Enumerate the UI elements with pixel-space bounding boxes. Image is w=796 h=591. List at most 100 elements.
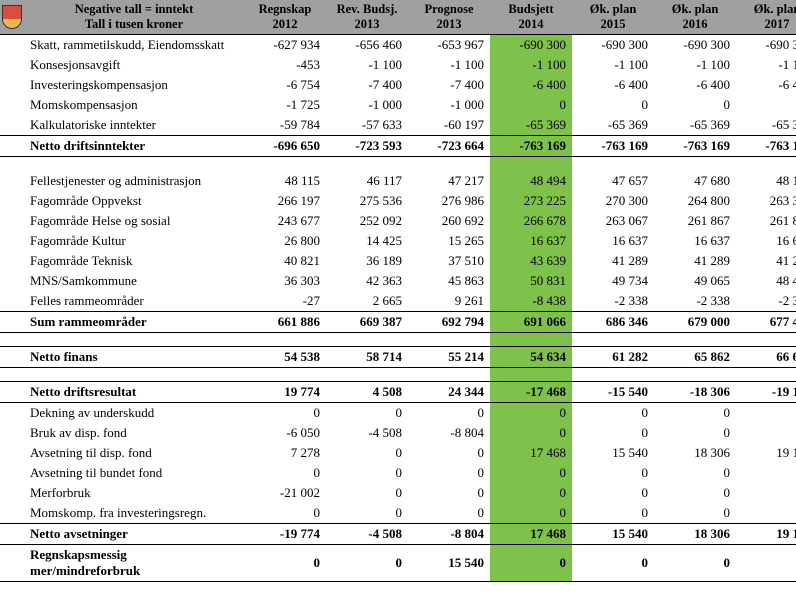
cell-value: 0: [408, 503, 490, 524]
cell-value: 17 468: [490, 443, 572, 463]
table-row: Regnskapsmessig mer/mindreforbruk0015 54…: [0, 544, 796, 581]
table-row: [0, 332, 796, 346]
table-row: Netto driftsinntekter-696 650-723 593-72…: [0, 136, 796, 157]
cell-value: 54 634: [490, 346, 572, 367]
row-label: Merforbruk: [24, 483, 244, 503]
cell-value: 0: [654, 544, 736, 581]
cell-value: -27: [244, 291, 326, 312]
cell-value: 0: [326, 443, 408, 463]
cell-value: 0: [654, 402, 736, 423]
cell-value: 0: [572, 544, 654, 581]
row-label: Investeringskompensasjon: [24, 75, 244, 95]
cell-value: 41 289: [654, 251, 736, 271]
row-label: Netto finans: [24, 346, 244, 367]
cell-value: -7 400: [326, 75, 408, 95]
cell-value: 0: [736, 463, 796, 483]
table-row: MNS/Samkommune36 30342 36345 86350 83149…: [0, 271, 796, 291]
table-row: Konsesjonsavgift-453-1 100-1 100-1 100-1…: [0, 55, 796, 75]
cell-value: -19 774: [244, 523, 326, 544]
cell-value: -6 050: [244, 423, 326, 443]
cell-value: 263 067: [572, 211, 654, 231]
cell-value: 49 734: [572, 271, 654, 291]
cell-value: 2 665: [326, 291, 408, 312]
cell-value: 0: [490, 483, 572, 503]
cell-value: 686 346: [572, 311, 654, 332]
cell-value: -6 400: [572, 75, 654, 95]
cell-value: -57 633: [326, 115, 408, 136]
header-note-1: Negative tall = inntekt: [30, 2, 238, 17]
row-label: Netto driftsresultat: [24, 381, 244, 402]
logo-cell: [0, 0, 24, 35]
cell-value: 0: [408, 483, 490, 503]
cell-value: 26 800: [244, 231, 326, 251]
cell-value: 0: [736, 544, 796, 581]
cell-value: 16 637: [572, 231, 654, 251]
cell-value: 42 363: [326, 271, 408, 291]
budget-table: Negative tall = inntekt Tall i tusen kro…: [0, 0, 796, 582]
cell-value: 661 886: [244, 311, 326, 332]
cell-value: -1 100: [490, 55, 572, 75]
cell-value: 46 117: [326, 171, 408, 191]
cell-value: 45 863: [408, 271, 490, 291]
cell-value: -1 000: [326, 95, 408, 115]
table-row: Netto driftsresultat19 7744 50824 344-17…: [0, 381, 796, 402]
table-row: Momskompensasjon-1 725-1 000-1 0000000: [0, 95, 796, 115]
cell-value: 0: [736, 95, 796, 115]
cell-value: 0: [736, 423, 796, 443]
cell-value: -2 338: [654, 291, 736, 312]
row-label: Kalkulatoriske inntekter: [24, 115, 244, 136]
cell-value: 15 265: [408, 231, 490, 251]
cell-value: -627 934: [244, 35, 326, 56]
header-notes: Negative tall = inntekt Tall i tusen kro…: [24, 0, 244, 35]
cell-value: 66 603: [736, 346, 796, 367]
cell-value: 677 413: [736, 311, 796, 332]
cell-value: 36 189: [326, 251, 408, 271]
cell-value: -696 650: [244, 136, 326, 157]
cell-value: -8 804: [408, 423, 490, 443]
cell-value: 270 300: [572, 191, 654, 211]
cell-value: -6 400: [736, 75, 796, 95]
table-row: Fagområde Helse og sosial243 677252 0922…: [0, 211, 796, 231]
cell-value: 14 425: [326, 231, 408, 251]
table-row: [0, 157, 796, 171]
cell-value: 9 261: [408, 291, 490, 312]
table-row: Avsetning til disp. fond7 2780017 46815 …: [0, 443, 796, 463]
col-header-0: Regnskap 2012: [244, 0, 326, 35]
row-label: Konsesjonsavgift: [24, 55, 244, 75]
header-note-2: Tall i tusen kroner: [30, 17, 238, 32]
cell-value: 0: [736, 402, 796, 423]
cell-value: 17 468: [490, 523, 572, 544]
cell-value: -1 100: [654, 55, 736, 75]
cell-value: -763 169: [572, 136, 654, 157]
cell-value: 19 152: [736, 443, 796, 463]
cell-value: -690 300: [572, 35, 654, 56]
row-label: Fagområde Oppvekst: [24, 191, 244, 211]
cell-value: -6 400: [654, 75, 736, 95]
cell-value: 49 065: [654, 271, 736, 291]
table-row: [0, 367, 796, 381]
cell-value: 0: [490, 423, 572, 443]
cell-value: -4 508: [326, 523, 408, 544]
cell-value: 58 714: [326, 346, 408, 367]
cell-value: -60 197: [408, 115, 490, 136]
row-label: Fagområde Teknisk: [24, 251, 244, 271]
row-label: Avsetning til disp. fond: [24, 443, 244, 463]
cell-value: 0: [572, 95, 654, 115]
cell-value: -59 784: [244, 115, 326, 136]
table-header: Negative tall = inntekt Tall i tusen kro…: [0, 0, 796, 35]
cell-value: -1 100: [736, 55, 796, 75]
cell-value: -65 369: [654, 115, 736, 136]
cell-value: 41 289: [736, 251, 796, 271]
cell-value: 61 282: [572, 346, 654, 367]
cell-value: 0: [408, 443, 490, 463]
cell-value: -453: [244, 55, 326, 75]
cell-value: -1 100: [326, 55, 408, 75]
table-row: Kalkulatoriske inntekter-59 784-57 633-6…: [0, 115, 796, 136]
table-row: Netto finans54 53858 71455 21454 63461 2…: [0, 346, 796, 367]
row-label: Sum rammeområder: [24, 311, 244, 332]
cell-value: 47 680: [654, 171, 736, 191]
cell-value: 691 066: [490, 311, 572, 332]
cell-value: 16 637: [490, 231, 572, 251]
cell-value: 669 387: [326, 311, 408, 332]
cell-value: -1 100: [572, 55, 654, 75]
